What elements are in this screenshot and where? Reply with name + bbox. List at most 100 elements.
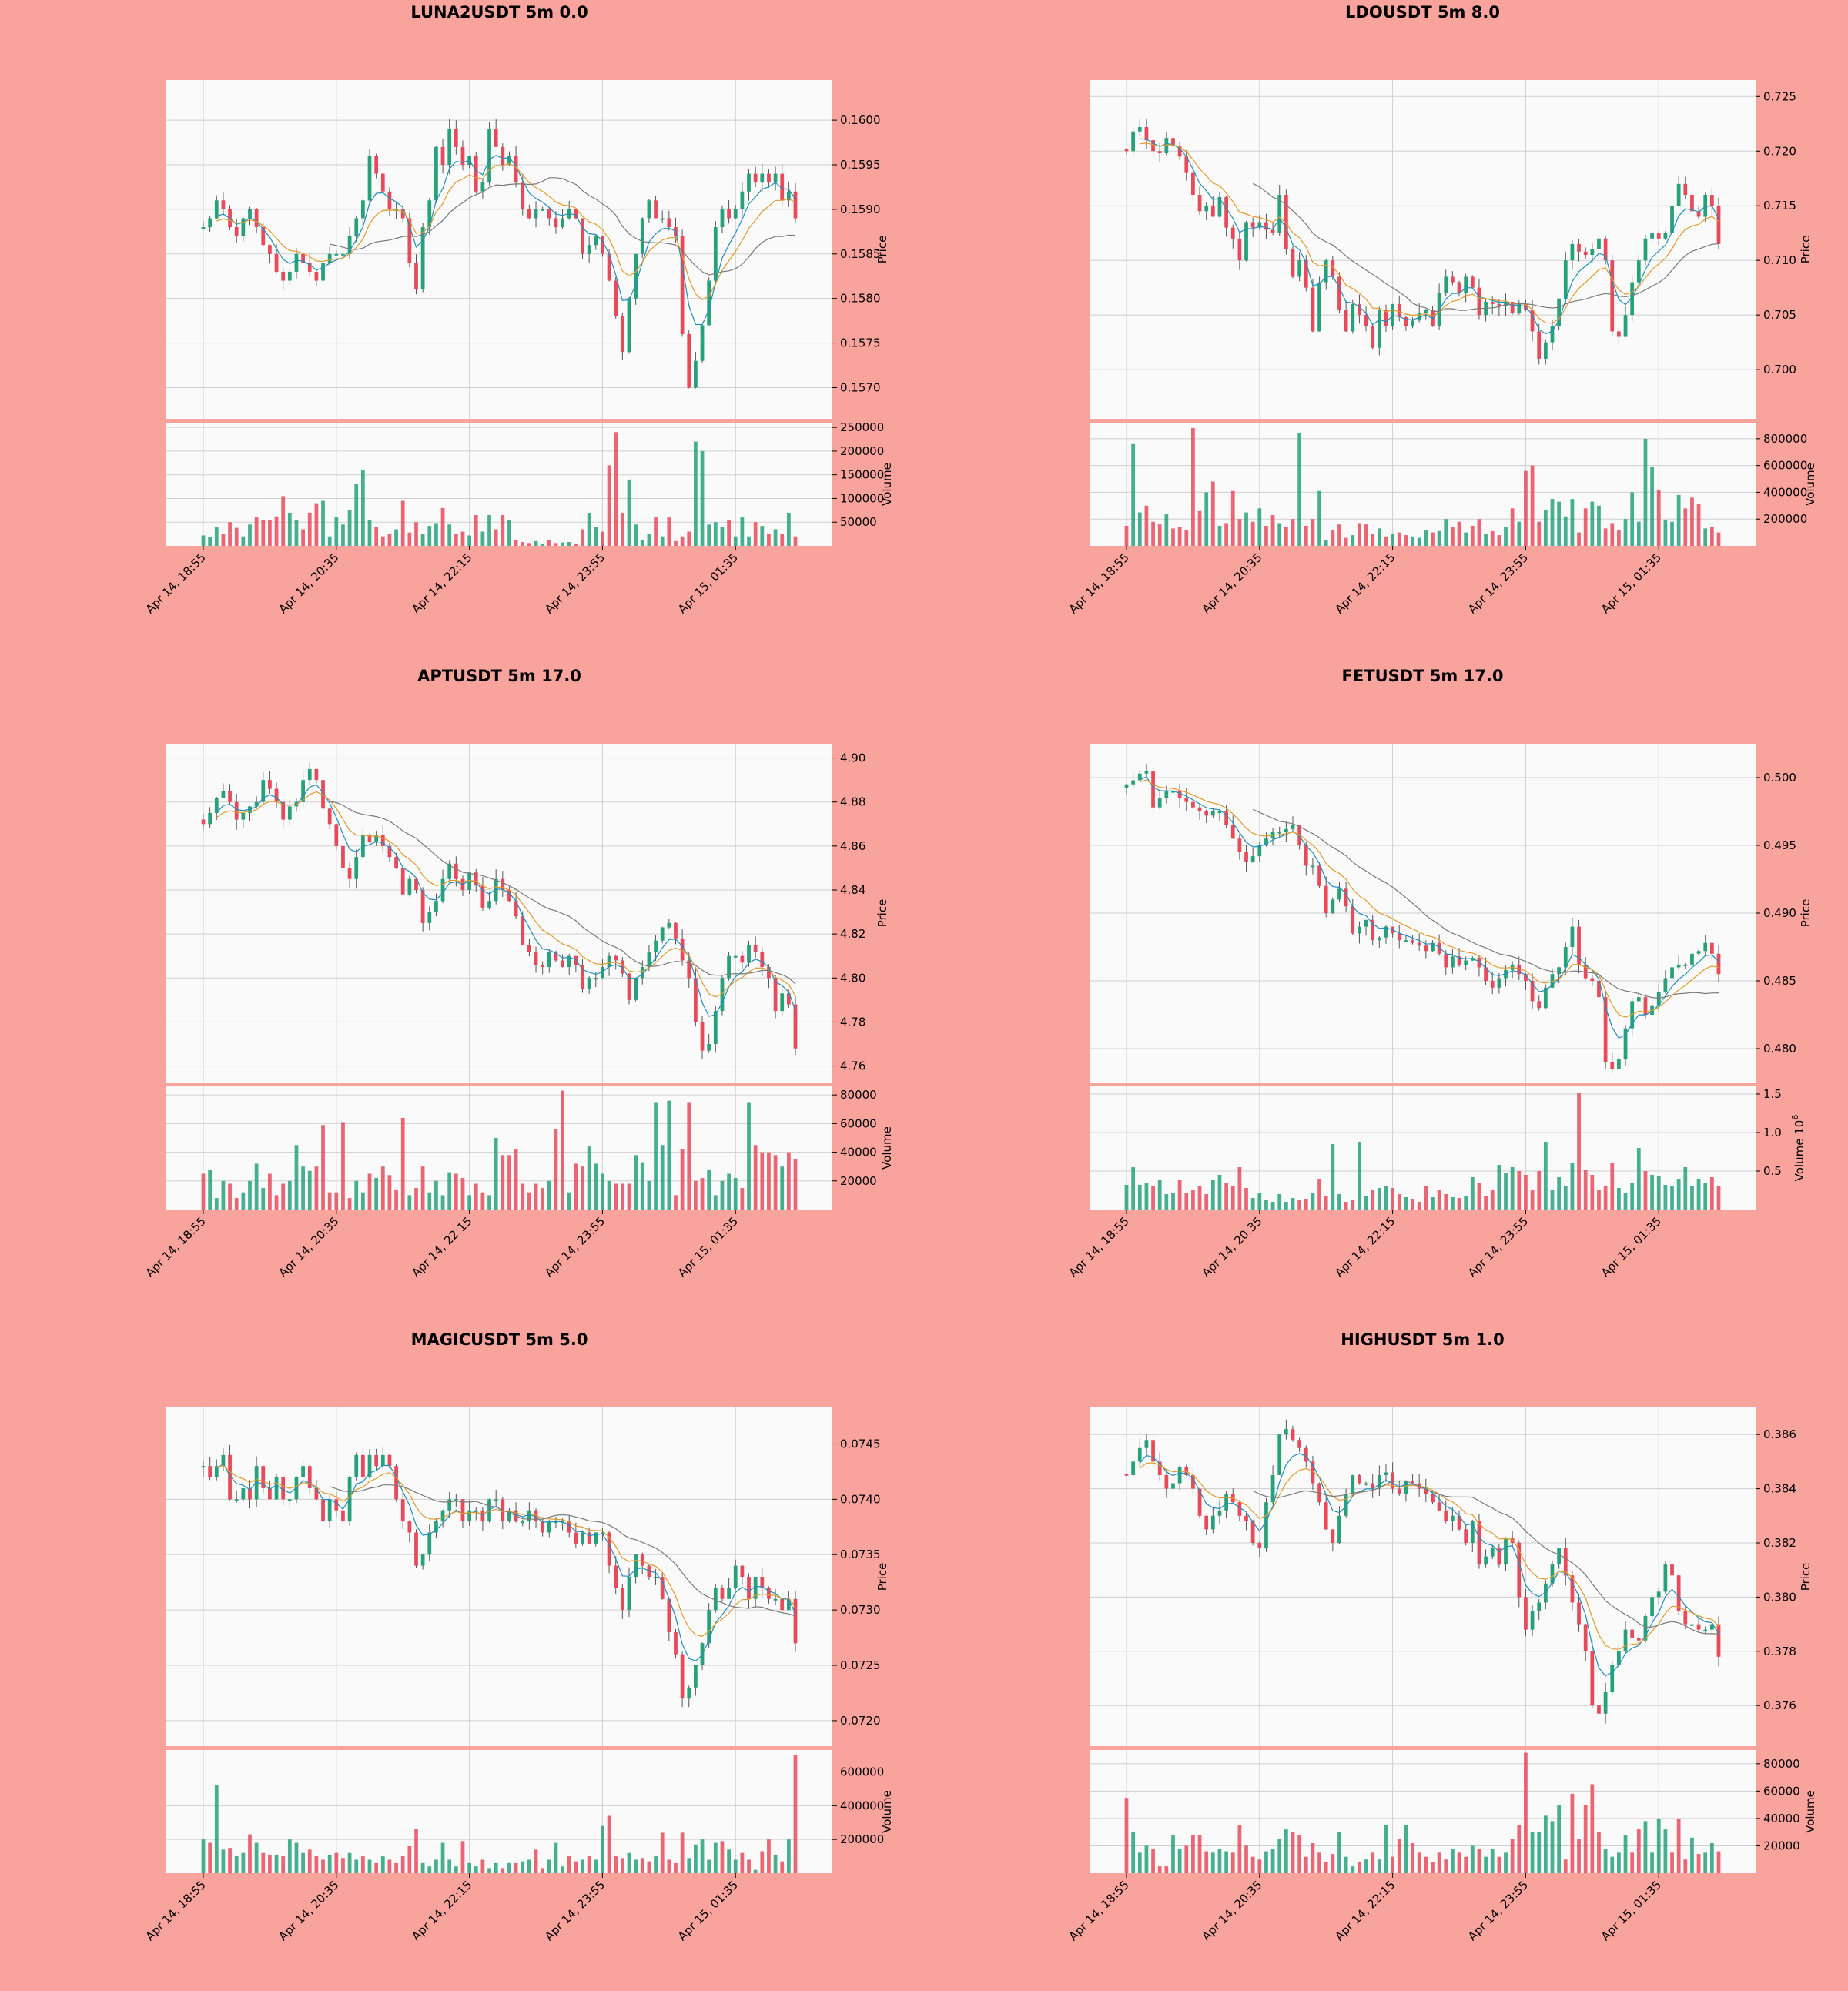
volume-bar — [1244, 1845, 1248, 1873]
candle-body — [561, 218, 564, 228]
x-tick-label: Apr 15, 01:35 — [675, 550, 741, 616]
candle-body — [1497, 1548, 1502, 1565]
candle-body — [1277, 195, 1282, 233]
volume-bar — [1311, 1842, 1315, 1873]
candle-body — [1337, 1515, 1341, 1543]
volume-bar — [547, 1180, 551, 1210]
volume-bar — [1177, 527, 1182, 546]
candle-body — [634, 1554, 638, 1577]
volume-bar — [201, 1839, 206, 1873]
price-tick-label: 0.725 — [1763, 89, 1796, 103]
volume-bar — [527, 1192, 531, 1210]
volume-bar — [1144, 1845, 1149, 1873]
volume-bar — [487, 1868, 491, 1873]
candle-body — [1257, 1543, 1262, 1549]
x-tick-label: Apr 14, 18:55 — [1066, 1214, 1132, 1280]
candle-body — [1716, 953, 1721, 975]
volume-bar — [1630, 492, 1635, 546]
candle-body — [1164, 138, 1169, 154]
candle-body — [1191, 801, 1195, 808]
volume-bar — [1484, 1856, 1488, 1873]
candle-body — [667, 922, 671, 928]
volume-bar — [354, 1180, 359, 1210]
volume-bar — [1364, 1196, 1368, 1210]
candle-body — [380, 1454, 385, 1467]
candle-body — [1224, 811, 1228, 825]
candle-body — [1431, 310, 1435, 326]
candle-body — [228, 791, 232, 802]
volume-bar — [1670, 1852, 1674, 1873]
candle-body — [307, 1466, 312, 1488]
volume-bar — [1417, 1852, 1421, 1873]
volume-bar — [1696, 1179, 1701, 1210]
volume-bar — [347, 1852, 352, 1873]
candle-body — [1397, 303, 1401, 317]
candle-body — [614, 955, 618, 961]
candle-body — [1144, 1440, 1149, 1448]
candle-body — [581, 1532, 584, 1544]
candle-body — [640, 1554, 644, 1566]
candle-body — [1284, 828, 1288, 832]
volume-bar — [713, 1195, 718, 1210]
volume-bar — [394, 1189, 398, 1210]
x-tick-label: Apr 14, 22:15 — [1332, 550, 1398, 616]
volume-tick-label: 400000 — [840, 1799, 884, 1812]
volume-bar — [214, 527, 219, 546]
volume-bar — [1570, 499, 1575, 546]
volume-bar — [1530, 1190, 1535, 1210]
volume-bar — [1230, 1186, 1235, 1210]
candle-body — [414, 263, 418, 290]
volume-bar — [1411, 1842, 1414, 1873]
volume-bar — [427, 1192, 432, 1210]
candle-body — [1358, 1475, 1361, 1484]
candle-body — [627, 973, 631, 1000]
volume-bar — [1144, 505, 1149, 546]
candle-body — [780, 993, 785, 1012]
moving-average-line — [1252, 1480, 1719, 1635]
volume-bar — [1497, 1165, 1502, 1210]
candle-body — [454, 863, 458, 879]
volume-bar — [1351, 535, 1355, 546]
volume-bar — [1411, 1199, 1414, 1210]
candle-body — [1663, 233, 1668, 239]
volume-bar — [1197, 1835, 1202, 1873]
volume-bar — [1417, 537, 1421, 546]
candle-body — [434, 901, 438, 912]
volume-bar — [1264, 1851, 1268, 1873]
volume-bar — [1411, 536, 1414, 546]
volume-bar — [214, 1785, 219, 1873]
volume-bar — [1510, 1167, 1515, 1210]
volume-tick-label: 600000 — [1763, 459, 1807, 473]
volume-bar — [301, 1852, 305, 1873]
volume-bar — [314, 1166, 319, 1210]
candle-body — [1337, 888, 1341, 900]
candle-body — [1324, 885, 1328, 913]
candle-body — [1377, 310, 1381, 348]
price-tick-label: 0.490 — [1763, 906, 1796, 920]
volume-bar — [607, 1815, 611, 1873]
volume-bar — [380, 536, 385, 546]
volume-bar — [268, 1854, 272, 1873]
volume-axis-label: Volume — [1803, 1790, 1817, 1833]
candle-body — [1337, 276, 1341, 310]
volume-bar — [1164, 514, 1169, 546]
volume-bar — [1371, 1190, 1375, 1210]
volume-bar — [1331, 1144, 1335, 1210]
candle-body — [733, 1565, 738, 1588]
volume-bar — [454, 1173, 458, 1210]
volume-bar — [1391, 1188, 1394, 1210]
volume-bar — [1217, 1175, 1222, 1210]
candle-body — [1411, 320, 1414, 326]
candle-body — [601, 236, 604, 254]
volume-bar — [1444, 519, 1448, 546]
volume-bar — [1324, 540, 1328, 546]
candle-body — [334, 824, 339, 846]
volume-bar — [567, 1192, 571, 1210]
candle-body — [487, 901, 491, 908]
volume-bar — [1210, 1852, 1215, 1873]
volume-bar — [1457, 1852, 1461, 1873]
candle-body — [1464, 960, 1468, 965]
volume-bar — [541, 1868, 545, 1873]
volume-bar — [1610, 1163, 1615, 1210]
volume-bar — [1304, 1199, 1308, 1210]
